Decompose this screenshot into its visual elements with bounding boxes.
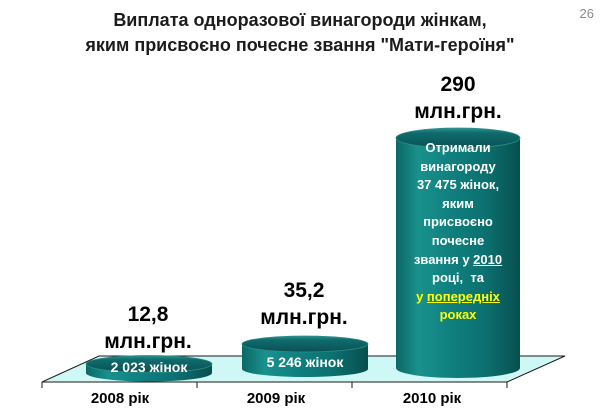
bar-2010-cylinder-body [396,138,520,378]
annotation-line-highlighted: роках [439,307,477,323]
annotation-line: 37 475 жінок, [416,177,500,193]
value-label-2008-unit: млн.грн. [104,330,192,353]
bar-2008-cylinder [85,355,213,382]
page-number: 26 [579,6,594,21]
chart-title: Виплата одноразової винагороди жінкам, я… [0,8,600,58]
value-label-2009: 35,2 млн.грн. [224,277,384,331]
axis-label-2008: 2008 рік [90,390,150,407]
annotation-line-highlighted: у попередніх [393,288,523,307]
annotation-line: винагороду [420,158,496,174]
value-label-2010-unit: млн.грн. [414,100,502,123]
bar-2010-annotation: Отримали винагороду 37 475 жінок, яким п… [393,139,523,325]
bar-2010-cylinder [395,127,521,378]
value-label-2010-number: 290 [440,73,476,96]
annotation-line: році, та [432,270,484,286]
value-label-2008: 12,8 млн.грн. [68,301,228,355]
annotation-line: присвоєно [423,214,493,230]
bar-2008-inner-label: 2 023 жінок [110,359,188,375]
bar-2009-inner-label: 5 246 жінок [266,354,344,370]
value-label-2009-number: 35,2 [283,279,325,302]
bar-2010-cylinder-top [395,127,521,149]
bar-2009-cylinder-body [242,344,368,377]
value-label-2009-unit: млн.грн. [260,306,348,329]
value-label-2010: 290 млн.грн. [378,71,538,125]
annotation-underlined-word: попередніх [426,288,500,304]
bar-2009-cylinder [241,335,369,377]
annotation-line: Отримали [425,140,491,155]
annotation-text-segment: у [416,288,427,304]
axis-label-2010: 2010 рік [402,390,462,407]
annotation-line: почесне [431,232,485,248]
annotation-text-segment: звання у [413,251,474,267]
value-label-2008-number: 12,8 [127,303,169,326]
annotation-line: звання у 2010 [393,251,523,270]
axis-tick-marks [41,382,508,388]
chart-title-line1: Виплата одноразової винагороди жінкам, [113,10,487,30]
annotation-underlined-year: 2010 [473,251,503,267]
chart-title-line2: яким присвоєно почесне звання "Мати-геро… [85,35,515,55]
bar-2009-cylinder-top [241,335,369,353]
annotation-line: яким [442,195,474,211]
bar-2008-cylinder-top [85,355,213,373]
axis-label-2009: 2009 рік [246,390,306,407]
